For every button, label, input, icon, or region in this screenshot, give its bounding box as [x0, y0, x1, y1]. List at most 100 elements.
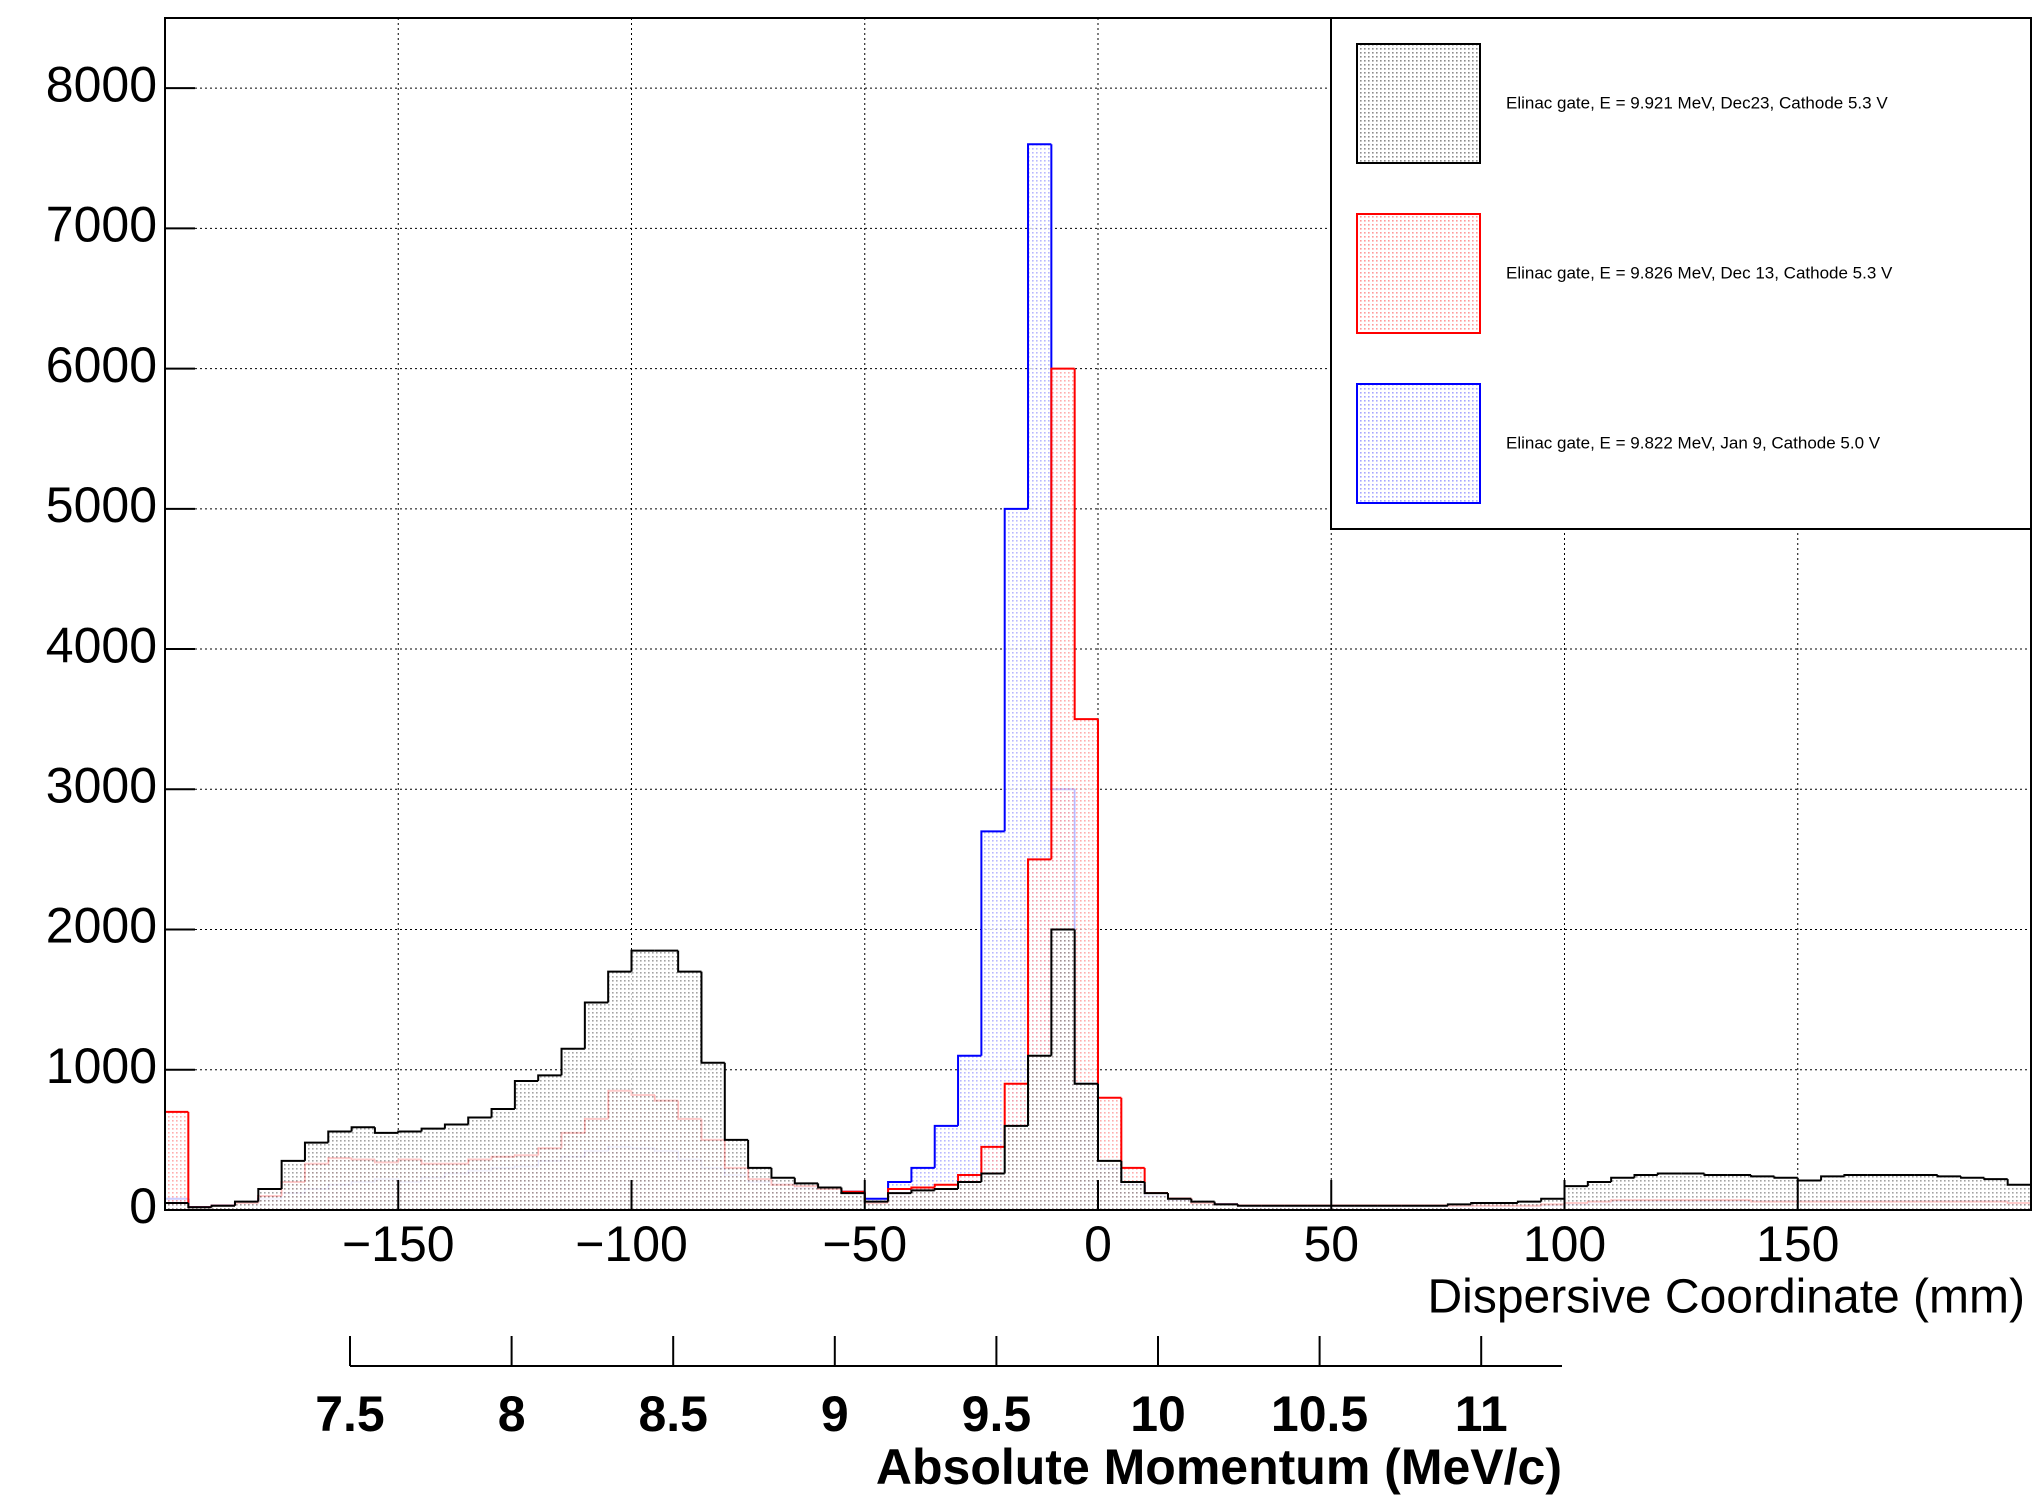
bar	[1214, 1204, 1238, 1210]
x-axis-title: Dispersive Coordinate (mm)	[1428, 1271, 2026, 1324]
bar-outline	[980, 830, 1005, 1056]
bar-outline	[1143, 1167, 1168, 1195]
bar	[421, 1128, 445, 1210]
bar-outline	[910, 1189, 935, 1194]
legend-swatch	[1356, 43, 1481, 164]
bar-outline	[910, 1166, 935, 1182]
bar-outline	[1213, 1201, 1238, 1206]
bar-outline	[630, 949, 655, 972]
bar	[771, 1177, 795, 1210]
bar	[1261, 1205, 1285, 1210]
bar	[1984, 1179, 2008, 1210]
bar	[165, 1111, 189, 1210]
bar	[1867, 1174, 1892, 1210]
x2-tick-label: 8	[498, 1386, 526, 1442]
bar	[1144, 1193, 1168, 1210]
bar-outline	[1097, 1083, 1122, 1162]
bar	[1424, 1205, 1448, 1210]
bar-outline	[980, 1145, 1005, 1175]
x2-tick-label: 10	[1130, 1386, 1186, 1442]
bar-outline	[1003, 1124, 1029, 1174]
bar	[1307, 1205, 1332, 1210]
bar-outline	[233, 1200, 259, 1206]
bar	[1191, 1201, 1215, 1210]
bar-outline	[1190, 1198, 1215, 1203]
bar	[608, 971, 632, 1210]
bar	[724, 1139, 749, 1210]
bar	[1541, 1198, 1565, 1210]
bar-outline	[1633, 1173, 1658, 1178]
bar	[678, 971, 702, 1210]
bar-outline	[1843, 1173, 1868, 1177]
bar	[2007, 1184, 2031, 1210]
bar	[211, 1205, 235, 1210]
bar-outline	[1586, 1180, 1612, 1187]
x2-tick-label: 9.5	[962, 1386, 1032, 1442]
legend-swatch	[1356, 383, 1481, 504]
bar	[1028, 1055, 1052, 1210]
bar-outline	[1656, 1172, 1682, 1175]
bar	[1797, 1180, 1822, 1210]
bar	[1471, 1202, 1495, 1210]
bar-outline	[957, 1180, 982, 1189]
bar-outline	[793, 1177, 819, 1185]
bar	[841, 1193, 865, 1210]
bar	[1447, 1204, 1472, 1210]
bar-outline	[933, 1187, 959, 1191]
bar	[794, 1183, 819, 1210]
bar-outline	[840, 1187, 865, 1195]
bar-outline	[1820, 1175, 1845, 1181]
legend-label: Elinac gate, E = 9.826 MeV, Dec 13, Cath…	[1506, 263, 1893, 282]
bar	[1354, 1205, 1378, 1210]
y-tick-label: 4000	[46, 617, 157, 673]
bar-outline	[443, 1123, 469, 1129]
bar-outline	[1773, 1176, 1798, 1179]
bar-outline	[1027, 1054, 1052, 1126]
bar	[1634, 1174, 1658, 1210]
bar-outline	[723, 1062, 749, 1141]
bar-outline	[1960, 1176, 1985, 1179]
bar	[981, 831, 1005, 1210]
bar-outline	[467, 1116, 492, 1125]
bar	[958, 1181, 982, 1210]
bar	[1727, 1174, 1752, 1210]
bar-outline	[1540, 1197, 1565, 1202]
x2-tick-label: 7.5	[315, 1386, 385, 1442]
bar-outline	[1120, 1160, 1145, 1183]
bar-outline	[933, 1183, 959, 1188]
x2-tick-label: 10.5	[1271, 1386, 1368, 1442]
x2-tick-label: 9	[821, 1386, 849, 1442]
bar-outline	[1003, 507, 1029, 832]
bar	[1074, 1083, 1098, 1210]
bar	[234, 1201, 259, 1210]
bar-outline	[1120, 1097, 1145, 1169]
legend-swatch	[1356, 213, 1481, 334]
bar-outline	[583, 1001, 609, 1049]
bar	[1004, 508, 1029, 1211]
bar-outline	[257, 1187, 282, 1202]
bar	[958, 1055, 982, 1210]
bar-outline	[1236, 1204, 1262, 1207]
x-tick-label: −50	[822, 1216, 907, 1272]
bar-outline	[420, 1127, 445, 1132]
bar-outline	[327, 1130, 352, 1143]
bar	[1961, 1177, 1985, 1210]
bar-outline	[1610, 1176, 1635, 1182]
y-tick-label: 8000	[46, 56, 157, 112]
bar-outline	[1073, 929, 1098, 1085]
y-tick-label: 2000	[46, 898, 157, 954]
bar-outline	[397, 1130, 422, 1133]
bar-outline	[187, 1111, 212, 1209]
bar	[1167, 1198, 1192, 1210]
bar	[1657, 1173, 1682, 1210]
x2-tick-label: 11	[1455, 1386, 1508, 1442]
bar	[304, 1142, 329, 1210]
bar-outline	[1027, 143, 1052, 509]
bar-outline	[373, 1127, 399, 1134]
bar	[351, 1127, 375, 1210]
bar-outline	[1097, 719, 1122, 1099]
bar	[934, 1188, 959, 1210]
bar	[281, 1160, 305, 1210]
bar	[1937, 1176, 1962, 1210]
